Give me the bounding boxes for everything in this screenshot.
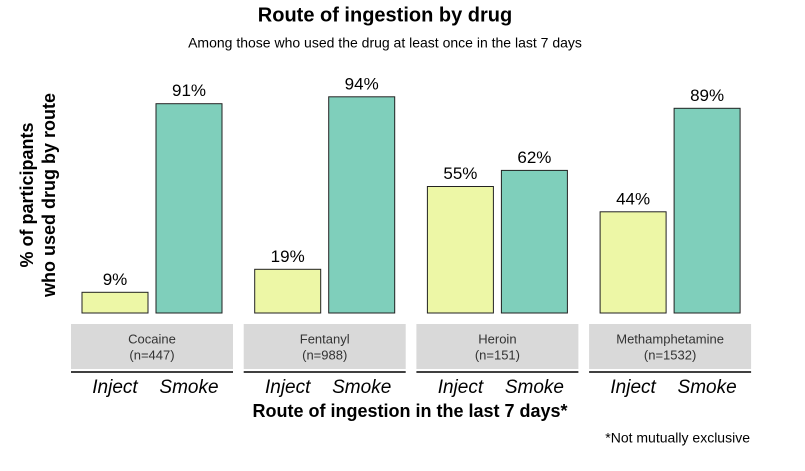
bar xyxy=(500,169,568,314)
value-label: 19% xyxy=(271,247,305,266)
footnote: *Not mutually exclusive xyxy=(605,430,750,446)
bar xyxy=(328,96,396,314)
bar xyxy=(673,107,741,314)
facet-n: (n=1532) xyxy=(644,347,696,362)
facet-n: (n=447) xyxy=(129,347,174,362)
x-tick-label: Smoke xyxy=(159,377,218,398)
facet-label: Cocaine xyxy=(128,331,176,346)
y-axis-title: % of participants xyxy=(17,122,37,267)
x-tick-label: Inject xyxy=(610,377,656,398)
bar xyxy=(155,103,223,314)
chart-title: Route of ingestion by drug xyxy=(258,4,512,26)
facet-label: Methamphetamine xyxy=(616,331,724,346)
x-tick-label: Smoke xyxy=(332,377,391,398)
value-label: 94% xyxy=(345,74,379,93)
bar xyxy=(599,211,667,314)
facet-strip xyxy=(71,324,233,369)
facet-label: Fentanyl xyxy=(300,331,350,346)
facet-strip xyxy=(243,324,406,369)
value-label: 44% xyxy=(616,189,650,208)
bar xyxy=(254,268,322,314)
x-tick-label: Smoke xyxy=(505,377,564,398)
bar xyxy=(81,291,149,314)
x-tick-label: Smoke xyxy=(678,377,737,398)
x-axis-title: Route of ingestion in the last 7 days* xyxy=(252,401,567,421)
facet-n: (n=988) xyxy=(302,347,347,362)
value-label: 9% xyxy=(103,270,128,289)
x-tick-label: Inject xyxy=(438,377,484,398)
x-tick-label: Inject xyxy=(92,377,138,398)
value-label: 91% xyxy=(172,81,206,100)
value-label: 62% xyxy=(517,148,551,167)
value-label: 89% xyxy=(690,86,724,105)
facet-n: (n=151) xyxy=(475,347,520,362)
y-axis-title: who used drug by route xyxy=(39,93,59,298)
facet-strip xyxy=(589,324,752,369)
chart-subtitle: Among those who used the drug at least o… xyxy=(188,35,582,51)
x-tick-label: Inject xyxy=(265,377,311,398)
facet-label: Heroin xyxy=(478,331,516,346)
value-label: 55% xyxy=(443,164,477,183)
bar xyxy=(426,186,494,314)
facet-strip xyxy=(416,324,579,369)
